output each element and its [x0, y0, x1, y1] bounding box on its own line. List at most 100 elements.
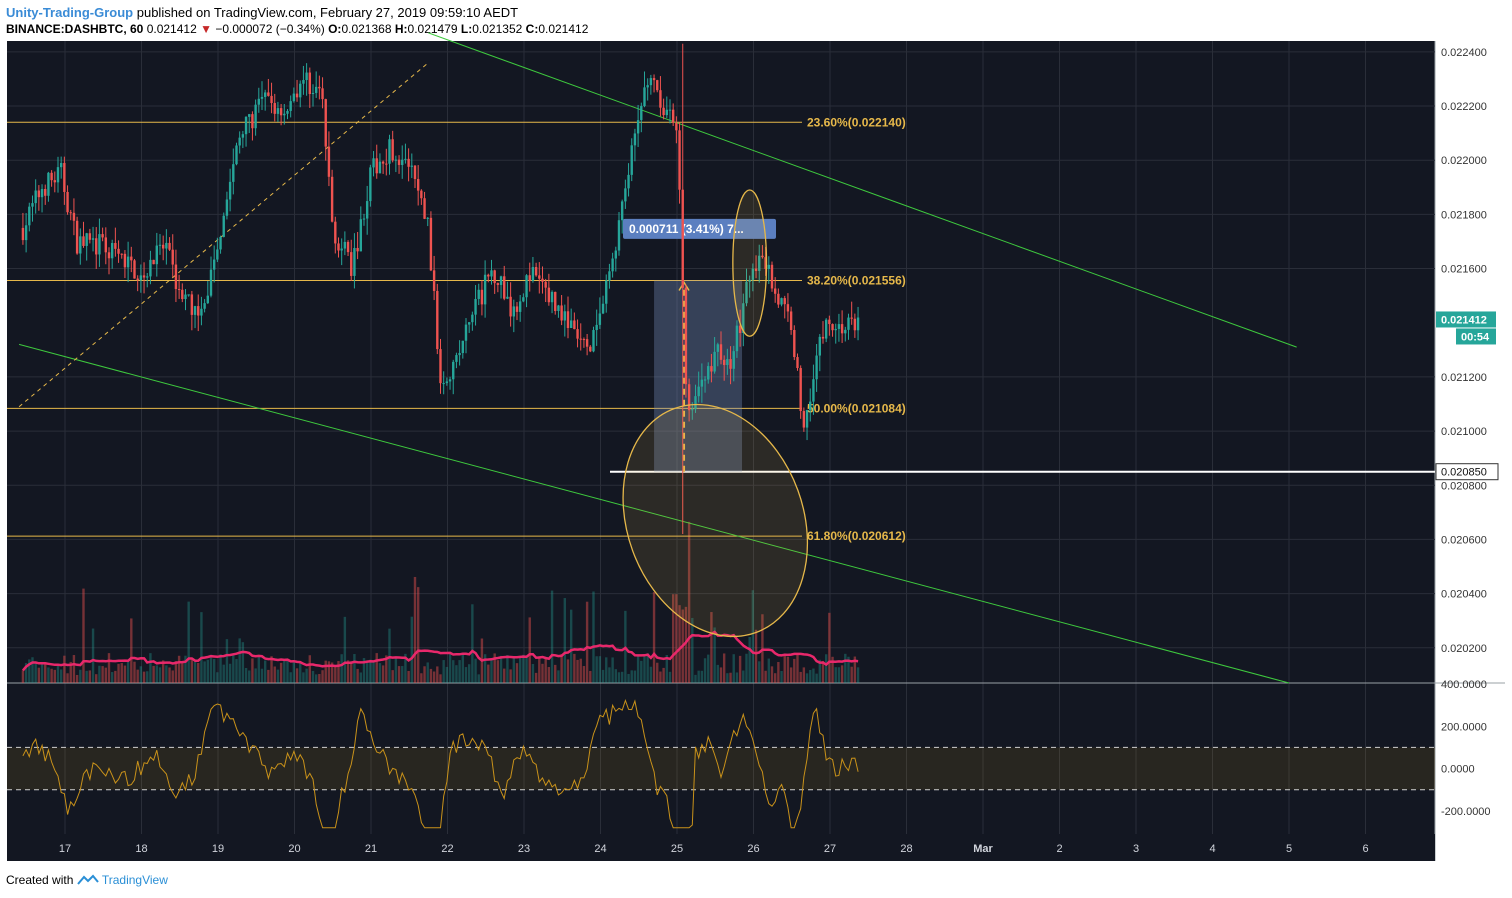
- volume-bar: [490, 659, 493, 683]
- volume-bar: [101, 666, 104, 683]
- candle-body: [126, 256, 130, 268]
- high-value: 0.021479: [407, 22, 458, 36]
- candle-body: [671, 109, 675, 123]
- volume-bar: [146, 671, 149, 683]
- volume-bar: [554, 664, 557, 683]
- volume-bar: [531, 663, 535, 683]
- cci-tick-label: -200.0000: [1441, 806, 1491, 818]
- author-link[interactable]: Unity-Trading-Group: [6, 5, 134, 20]
- volume-bar: [850, 666, 853, 683]
- candle-body: [152, 259, 155, 265]
- candle-body: [260, 96, 264, 99]
- candle-body: [783, 298, 786, 305]
- candle-body: [279, 108, 283, 116]
- candle-body: [346, 241, 350, 253]
- low-value: 0.021352: [472, 22, 523, 36]
- trendline: [18, 343, 1290, 684]
- volume-histogram: [21, 521, 860, 683]
- time-tick-label: 26: [747, 843, 759, 855]
- candle-body: [212, 259, 216, 270]
- candle-body: [343, 241, 347, 249]
- cci-tick-label: 0.0000: [1441, 764, 1475, 776]
- candle-body: [640, 106, 643, 121]
- volume-bar: [286, 661, 289, 683]
- volume-bar: [764, 670, 767, 683]
- volume-bar: [314, 674, 318, 683]
- low-label: L:: [460, 22, 473, 36]
- candle-body: [235, 145, 238, 165]
- volume-bar: [123, 665, 127, 683]
- candle-body: [707, 366, 710, 380]
- volume-bar: [560, 654, 563, 683]
- candle-body: [311, 92, 315, 95]
- volume-bar: [75, 674, 79, 683]
- close-value: 0.021412: [538, 22, 589, 36]
- volume-bar: [697, 670, 700, 683]
- candle-body: [59, 163, 63, 168]
- candle-body: [130, 256, 133, 261]
- volume-bar: [668, 671, 672, 683]
- volume-bar: [117, 663, 120, 683]
- candle-body: [295, 93, 299, 98]
- candle-body: [582, 339, 586, 341]
- last-price: 0.021412: [146, 22, 197, 36]
- volume-bar: [238, 638, 241, 683]
- volume-bar: [50, 668, 53, 683]
- candle-body: [773, 288, 777, 294]
- volume-bar: [691, 617, 694, 683]
- fib-level-label: 61.80%(0.020612): [807, 529, 906, 543]
- volume-bar: [477, 674, 480, 683]
- volume-bar: [646, 653, 649, 683]
- volume-bar: [627, 673, 630, 683]
- volume-bar: [385, 655, 388, 683]
- candle-body: [50, 172, 53, 181]
- candle-body: [292, 93, 296, 102]
- candle-body: [401, 159, 404, 165]
- candle-body: [620, 201, 624, 221]
- volume-bar: [824, 654, 828, 683]
- volume-bar: [442, 660, 445, 683]
- candle-body: [815, 355, 818, 380]
- time-axis[interactable]: 17 18 19 20 21 22 23 24 25 26 27 28 Mar 2 3 4 5 6: [7, 834, 1435, 861]
- candle-body: [302, 80, 305, 84]
- volume-bar: [321, 670, 324, 683]
- candle-body: [209, 269, 213, 296]
- candle-body: [448, 379, 452, 382]
- volume-bar: [742, 670, 745, 683]
- volume-bar: [193, 661, 197, 683]
- volume-bar: [732, 654, 735, 683]
- candle-body: [745, 281, 748, 304]
- candle-body: [193, 306, 197, 315]
- candle-body: [796, 357, 799, 369]
- volume-bar: [499, 655, 503, 683]
- tradingview-link[interactable]: TradingView: [101, 873, 168, 887]
- fib-level-label: 38.20%(0.021556): [807, 273, 906, 287]
- candle-body: [254, 104, 257, 129]
- volume-bar: [812, 668, 815, 683]
- volume-bar: [346, 660, 350, 683]
- candle-body: [146, 276, 149, 278]
- candle-body: [356, 247, 359, 252]
- candle-body: [299, 83, 302, 98]
- current-price-tag: [1436, 311, 1496, 328]
- candle-body: [263, 92, 267, 97]
- volume-bar: [547, 667, 551, 683]
- volume-bar: [620, 671, 624, 683]
- candle-body: [598, 313, 602, 325]
- volume-bar: [694, 674, 697, 683]
- candle-body: [547, 287, 551, 303]
- candlesticks: [21, 43, 860, 535]
- candle-body: [75, 220, 79, 254]
- candle-body: [142, 275, 146, 278]
- time-axis-background: [7, 834, 1435, 861]
- measure-tool: 0.000711 (3.41%) 7...: [623, 218, 776, 472]
- candle-body: [518, 301, 522, 312]
- volume-bar: [754, 629, 758, 683]
- candle-body: [334, 221, 337, 244]
- price-axis[interactable]: 0.022400 0.022200 0.022000 0.021800 0.021600…: [1435, 47, 1499, 818]
- candle-body: [684, 287, 688, 385]
- volume-bar: [818, 659, 821, 683]
- time-tick-label: 3: [1133, 843, 1139, 855]
- volume-bar: [327, 661, 331, 683]
